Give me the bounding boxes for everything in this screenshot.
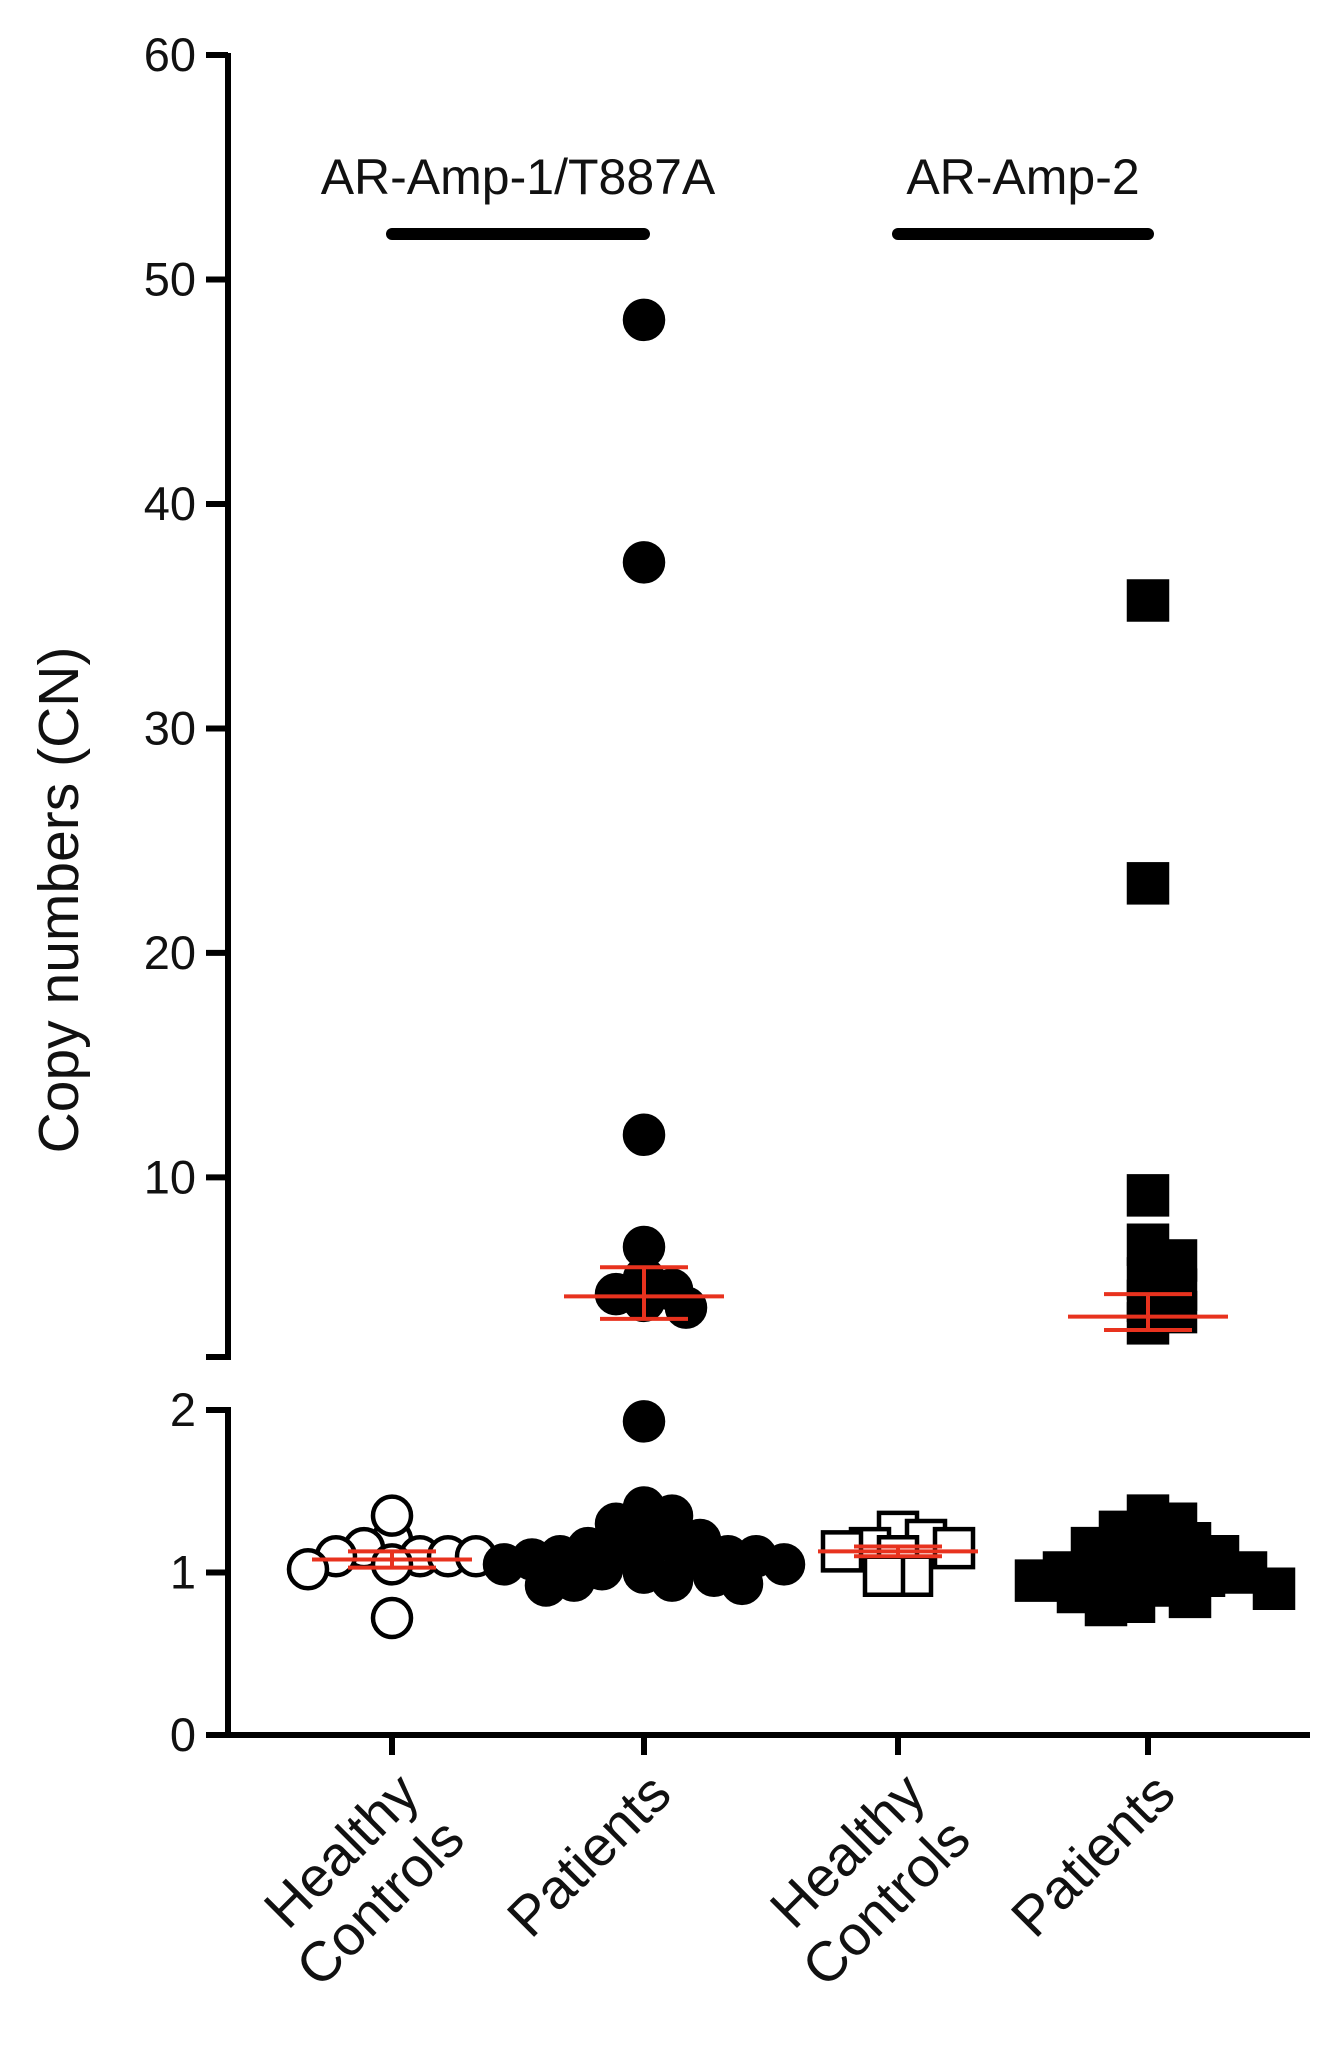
data-point [370, 1494, 414, 1537]
data-point [622, 541, 666, 584]
data-point [1014, 1559, 1058, 1602]
y-tick-label: 0 [170, 1708, 196, 1761]
y-tick-label: 10 [144, 1150, 196, 1203]
y-axis-title: Copy numbers (CN) [27, 647, 91, 1154]
data-point [1084, 1583, 1128, 1627]
y-tick-label: 50 [144, 252, 196, 305]
y-tick-label: 60 [144, 28, 196, 81]
data-point [370, 1596, 414, 1640]
y-tick-label: 20 [144, 926, 196, 979]
y-axis: 0 1 2 10 20 30 40 50 60 [144, 28, 231, 1761]
data-point [1252, 1567, 1296, 1610]
data-point [286, 1548, 330, 1591]
data-point [622, 1400, 666, 1443]
x-tick-label: HealthyControls [238, 1761, 475, 1998]
y-tick-label: 40 [144, 477, 196, 530]
data-point [762, 1543, 806, 1586]
data-point [650, 1559, 694, 1602]
data-point [622, 298, 666, 342]
data-point [720, 1562, 764, 1606]
x-tick-label-line1: Patients [999, 1761, 1187, 1949]
data-point [1168, 1575, 1212, 1619]
x-tick-label: Patients [495, 1761, 683, 1949]
y-tick-label: 30 [144, 701, 196, 754]
x-tick-label-line1: Patients [495, 1761, 683, 1949]
mean-sem-markers [312, 1265, 1228, 1570]
y-tick-label: 1 [170, 1546, 196, 1599]
data-point [482, 1543, 526, 1586]
x-axis: HealthyControls Patients HealthyControls Pa… [225, 1732, 1310, 1998]
data-point [862, 1554, 906, 1597]
data-point [932, 1526, 976, 1570]
data-point [1126, 1174, 1170, 1217]
x-tick-label: Patients [999, 1761, 1187, 1949]
group-brackets: AR-Amp-1/T887A AR-Amp-2 [321, 149, 1154, 240]
data-points [286, 298, 1296, 1640]
group-label: AR-Amp-2 [906, 149, 1139, 205]
data-point [1126, 579, 1170, 622]
y-tick-label: 2 [170, 1383, 196, 1436]
data-point [524, 1564, 568, 1607]
data-point [622, 1113, 666, 1157]
x-tick-label: HealthyControls [744, 1761, 981, 1998]
data-point [664, 1286, 708, 1329]
group-label: AR-Amp-1/T887A [321, 149, 716, 205]
data-point [1126, 862, 1170, 905]
